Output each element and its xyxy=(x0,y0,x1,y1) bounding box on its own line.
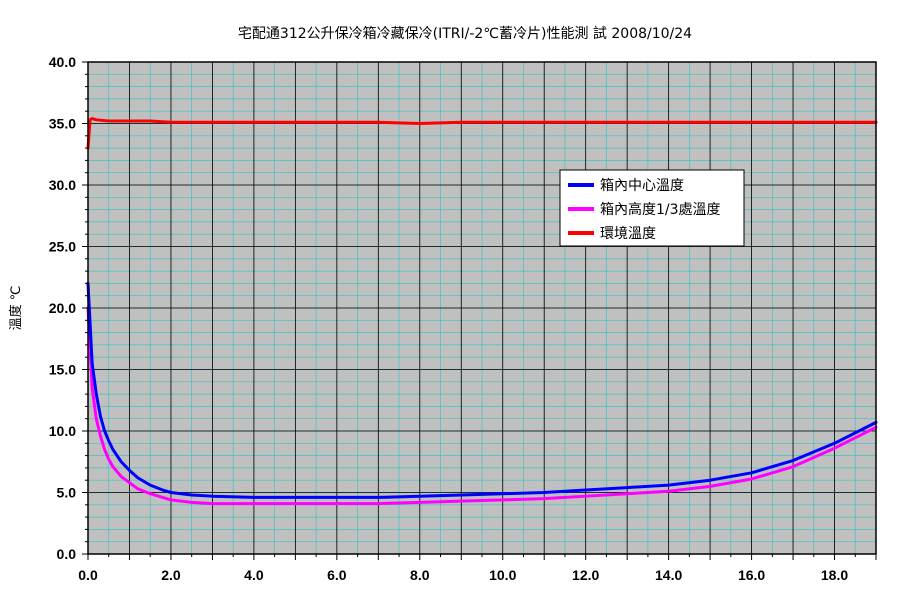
series-group xyxy=(86,117,878,506)
x-tick-label: 12.0 xyxy=(572,567,599,583)
series-line-2 xyxy=(86,306,878,506)
y-tick-label: 15.0 xyxy=(49,362,76,378)
x-tick-label: 18.0 xyxy=(821,567,848,583)
series-line-1 xyxy=(86,281,878,499)
x-tick-labels: 0.0 2.0 4.0 6.0 8.0 10.0 12.0 14.0 16.0 18.0 xyxy=(78,567,848,583)
legend-label: 箱內中心溫度 xyxy=(600,178,684,194)
y-tick-label: 10.0 xyxy=(49,423,76,439)
chart-title: 宅配通312公升保冷箱冷藏保冷(ITRI/-2℃蓄冷片)性能測 試 2008/1… xyxy=(238,26,692,42)
y-tick-label: 0.0 xyxy=(57,546,77,562)
y-tick-label: 5.0 xyxy=(57,485,77,501)
y-tick-label: 20.0 xyxy=(49,300,76,316)
y-tick-labels: 0.0 5.0 10.0 15.0 20.0 25.0 30.0 35.0 40.0 xyxy=(49,54,76,562)
series-line-3 xyxy=(86,117,878,150)
x-tick-label: 8.0 xyxy=(410,567,430,583)
y-axis-label: 溫度 ℃ xyxy=(8,286,24,331)
x-tick-label: 10.0 xyxy=(489,567,516,583)
y-tick-label: 40.0 xyxy=(49,54,76,70)
axis-ticks xyxy=(82,61,877,560)
legend-label: 箱內高度1/3處溫度 xyxy=(600,201,721,218)
y-tick-label: 30.0 xyxy=(49,177,76,193)
x-tick-label: 0.0 xyxy=(78,567,98,583)
x-tick-label: 16.0 xyxy=(738,567,765,583)
y-tick-label: 35.0 xyxy=(49,116,76,132)
x-tick-label: 14.0 xyxy=(655,567,682,583)
legend-label: 環境溫度 xyxy=(600,226,656,242)
y-tick-label: 25.0 xyxy=(49,239,76,255)
x-tick-label: 4.0 xyxy=(244,567,264,583)
x-tick-label: 6.0 xyxy=(327,567,347,583)
x-tick-label: 2.0 xyxy=(161,567,181,583)
